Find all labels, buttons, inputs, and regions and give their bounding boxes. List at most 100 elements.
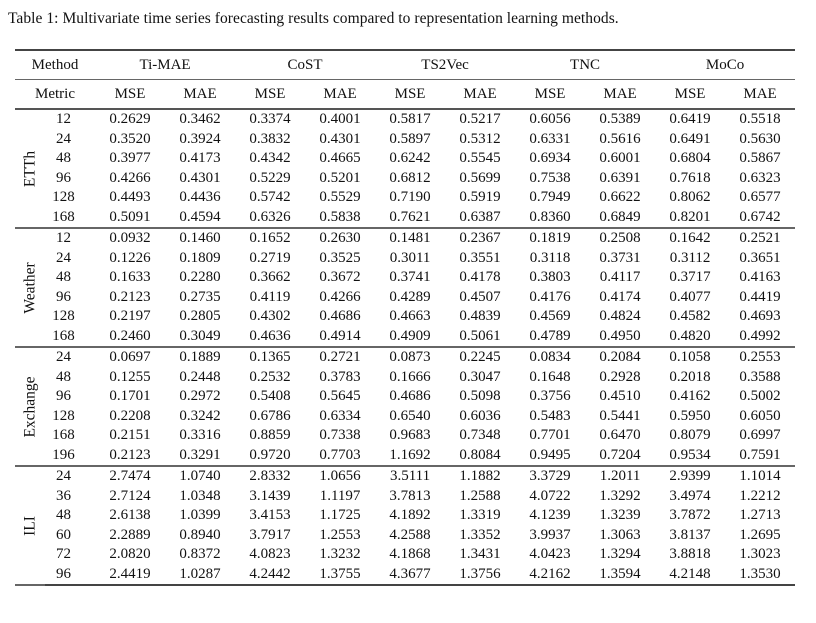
value-cell: 0.6786 (249, 407, 291, 424)
value-cell: 0.6242 (389, 150, 431, 166)
value-cell: 0.1642 (669, 230, 711, 246)
value-cell: 0.6001 (599, 150, 641, 166)
value-cell: 0.5742 (249, 189, 291, 205)
horizon-cell: 12 (56, 111, 71, 127)
value-cell: 4.1892 (389, 507, 431, 523)
table-row: 128 0.2208 0.3242 0.6786 0.6334 0.6540 0.6036 0… (15, 407, 795, 427)
value-cell: 0.7618 (669, 169, 711, 186)
value-cell: 4.3677 (375, 564, 446, 586)
value-cell: 0.6323 (739, 169, 781, 186)
value-cell: 1.3294 (599, 546, 641, 562)
value-cell: 0.4117 (599, 269, 641, 285)
value-cell: 2.8332 (249, 468, 291, 484)
value-cell: 0.4162 (669, 388, 711, 404)
value-cell: 1.0399 (179, 507, 221, 523)
value-cell: 0.4914 (305, 326, 376, 348)
value-cell: 1.2553 (319, 526, 361, 543)
value-cell: 0.4510 (599, 388, 641, 404)
method-header: MoCo (655, 49, 796, 80)
value-cell: 0.8201 (655, 207, 726, 229)
value-cell: 1.3023 (739, 546, 781, 562)
table-row: 128 0.2197 0.2805 0.4302 0.4686 0.4663 0.4839 0… (15, 307, 795, 327)
value-cell: 0.0873 (389, 349, 431, 365)
table-row: 96 0.2123 0.2735 0.4119 0.4266 0.4289 0.4507 0.… (15, 288, 795, 308)
value-cell: 0.1809 (179, 249, 221, 266)
value-cell: 0.2532 (249, 368, 291, 385)
value-cell: 0.3977 (109, 150, 151, 166)
value-cell: 0.3462 (179, 111, 221, 127)
value-cell: 4.2588 (389, 526, 431, 543)
value-cell: 0.3756 (529, 388, 571, 404)
value-cell: 0.5919 (459, 189, 501, 205)
value-cell: 0.1633 (109, 269, 151, 285)
value-cell: 0.3731 (599, 249, 641, 266)
value-cell: 0.0697 (109, 349, 151, 365)
value-cell: 0.8940 (179, 526, 221, 543)
method-header: TS2Vec (375, 49, 516, 80)
table-row: 96 2.4419 1.0287 4.2442 1.3755 4.3677 1.3756 4.… (15, 564, 796, 586)
value-cell: 0.6577 (739, 189, 781, 205)
value-cell: 1.3292 (599, 487, 641, 504)
value-cell: 0.5817 (389, 111, 431, 127)
value-cell: 0.7703 (305, 445, 376, 467)
value-cell: 0.2245 (459, 349, 501, 365)
dataset-label: ILI (21, 515, 39, 536)
horizon-cell: 36 (56, 487, 71, 504)
value-cell: 1.3755 (305, 564, 376, 586)
value-cell: 0.7538 (529, 169, 571, 186)
value-cell: 4.0423 (529, 546, 571, 562)
value-cell: 0.5897 (389, 130, 431, 147)
metric-header: MAE (585, 79, 656, 110)
horizon-cell: 168 (52, 427, 75, 443)
table-row: 196 0.2123 0.3291 0.9720 0.7703 1.1692 0.8084 0… (15, 445, 796, 467)
value-cell: 1.3756 (445, 564, 516, 586)
value-cell: 0.4493 (109, 189, 151, 205)
value-cell: 0.5518 (739, 111, 781, 127)
value-cell: 0.4824 (599, 308, 641, 324)
value-cell: 1.1725 (319, 507, 361, 523)
value-cell: 0.3803 (529, 269, 571, 285)
value-cell: 0.2721 (319, 349, 361, 365)
value-cell: 0.6326 (235, 207, 306, 229)
value-cell: 0.6331 (529, 130, 571, 147)
value-cell: 0.4301 (319, 130, 361, 147)
table-row: ETTh 12 0.2629 0.3462 0.3374 0.4001 0.5817 0.52… (15, 109, 795, 229)
value-cell: 0.6849 (585, 207, 656, 229)
value-cell: 0.3011 (389, 249, 431, 266)
value-cell: 0.4436 (179, 189, 221, 205)
value-cell: 0.6419 (669, 111, 711, 127)
value-cell: 0.3047 (459, 368, 501, 385)
value-cell: 2.7124 (109, 487, 151, 504)
value-cell: 0.2928 (599, 368, 641, 385)
value-cell: 0.3118 (529, 249, 571, 266)
dataset-label: ETTh (21, 150, 39, 187)
value-cell: 0.2521 (739, 230, 781, 246)
value-cell: 4.0722 (529, 487, 571, 504)
value-cell: 0.2630 (319, 230, 361, 246)
value-cell: 0.4302 (249, 308, 291, 324)
dataset-group-weather: Weather 12 0.0932 0.1460 0.1652 0.2630 0.1481 0… (15, 228, 796, 348)
metric-header: MAE (165, 79, 236, 110)
horizon-cell: 196 (45, 445, 96, 467)
value-cell: 0.1889 (179, 349, 221, 365)
horizon-cell: 24 (56, 130, 71, 147)
value-cell: 0.9720 (235, 445, 306, 467)
value-cell: 1.1197 (319, 487, 361, 504)
dataset-label: Exchange (21, 375, 39, 438)
value-cell: 1.1014 (739, 468, 781, 484)
dataset-label-cell: ETTh (15, 109, 45, 229)
value-cell: 0.4686 (389, 388, 431, 404)
value-cell: 0.4665 (319, 150, 361, 166)
value-cell: 1.3431 (459, 546, 501, 562)
value-cell: 0.6334 (319, 407, 361, 424)
horizon-cell: 96 (45, 564, 96, 586)
value-cell: 0.4178 (459, 269, 501, 285)
horizon-cell: 168 (45, 207, 96, 229)
value-cell: 0.6742 (725, 207, 796, 229)
value-cell: 0.1255 (109, 368, 151, 385)
value-cell: 0.3783 (319, 368, 361, 385)
value-cell: 0.4077 (669, 288, 711, 305)
value-cell: 0.1648 (529, 368, 571, 385)
metric-header-row: Metric MSE MAE MSE MAE MSE MAE MSE MAE M… (15, 79, 796, 110)
value-cell: 1.2713 (739, 507, 781, 523)
